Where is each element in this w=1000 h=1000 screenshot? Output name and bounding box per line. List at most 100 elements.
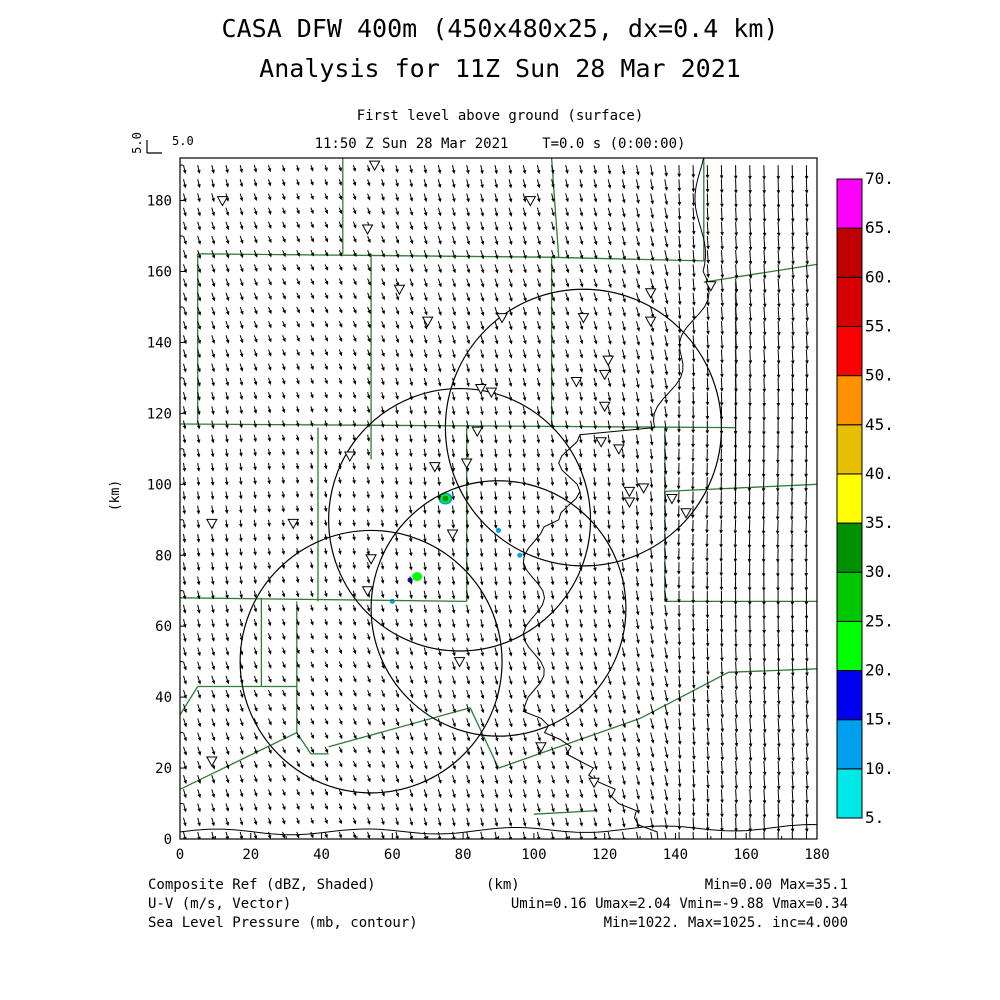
wind-vector bbox=[352, 604, 357, 612]
wind-vector bbox=[196, 576, 201, 586]
wind-vector bbox=[550, 562, 555, 572]
wind-vector bbox=[452, 363, 456, 373]
wind-vector bbox=[705, 519, 709, 534]
wind-vector bbox=[762, 165, 766, 180]
echo-core bbox=[389, 598, 395, 604]
wind-vector bbox=[239, 292, 244, 301]
wind-vector bbox=[494, 321, 499, 331]
wind-vector bbox=[381, 391, 385, 400]
wind-vector bbox=[607, 746, 612, 757]
wind-vector bbox=[324, 519, 328, 527]
wind-vector bbox=[650, 363, 654, 375]
wind-vector bbox=[508, 533, 512, 544]
wind-vector bbox=[465, 491, 470, 501]
wind-vector bbox=[423, 604, 427, 614]
wind-vector bbox=[267, 562, 271, 570]
wind-vector bbox=[551, 278, 555, 288]
wind-vector bbox=[225, 633, 229, 642]
wind-vector bbox=[225, 760, 230, 770]
wind-vector bbox=[338, 278, 343, 286]
wind-vector bbox=[437, 179, 442, 189]
wind-vector bbox=[296, 363, 300, 371]
wind-vector bbox=[296, 647, 300, 655]
wind-vector bbox=[268, 704, 272, 712]
wind-vector bbox=[437, 817, 442, 827]
wind-vector bbox=[536, 590, 541, 600]
wind-vector bbox=[282, 335, 286, 343]
station-marker-icon bbox=[524, 196, 537, 207]
wind-vector bbox=[310, 434, 314, 442]
wind-vector bbox=[761, 533, 766, 549]
wind-vector bbox=[225, 349, 230, 358]
wind-vector bbox=[367, 746, 371, 754]
wind-vector bbox=[366, 477, 370, 485]
wind-vector bbox=[225, 604, 229, 614]
wind-vector bbox=[636, 732, 641, 744]
wind-vector bbox=[395, 306, 400, 315]
wind-vector bbox=[296, 207, 300, 215]
wind-vector bbox=[268, 689, 272, 698]
wind-vector bbox=[791, 661, 795, 677]
wind-vector bbox=[395, 675, 400, 684]
wind-vector bbox=[309, 491, 314, 498]
wind-vector bbox=[409, 193, 414, 202]
station-marker-icon bbox=[577, 313, 590, 324]
wind-vector bbox=[522, 391, 527, 402]
wind-vector bbox=[423, 633, 428, 642]
wind-vector bbox=[791, 235, 795, 251]
wind-vector bbox=[649, 562, 654, 574]
wind-vector bbox=[366, 548, 370, 556]
wind-vector bbox=[635, 477, 640, 488]
wind-vector bbox=[579, 278, 584, 288]
wind-vector bbox=[437, 306, 442, 316]
wind-vector bbox=[790, 406, 795, 422]
wind-vector bbox=[733, 477, 738, 492]
wind-vector bbox=[408, 505, 413, 514]
wind-vector bbox=[565, 207, 569, 217]
wind-vector bbox=[494, 221, 499, 231]
wind-vector bbox=[324, 420, 328, 428]
wind-vector bbox=[296, 193, 300, 201]
wind-vector bbox=[762, 321, 767, 336]
wind-vector bbox=[352, 292, 357, 300]
wind-vector bbox=[310, 221, 314, 229]
wind-vector bbox=[579, 391, 583, 402]
wind-vector bbox=[776, 633, 781, 649]
wind-vector bbox=[621, 221, 626, 232]
wind-vector bbox=[409, 264, 414, 273]
wind-vector bbox=[466, 704, 471, 714]
wind-vector bbox=[367, 306, 371, 315]
wind-vector bbox=[395, 618, 399, 627]
wind-vector bbox=[522, 306, 527, 316]
wind-vector bbox=[650, 250, 655, 262]
wind-vector bbox=[747, 519, 752, 535]
wind-vector bbox=[268, 292, 272, 300]
wind-vector bbox=[522, 746, 527, 756]
echo-5 bbox=[389, 598, 395, 604]
wind-vector bbox=[804, 462, 808, 478]
wind-vector bbox=[211, 306, 216, 316]
wind-vector bbox=[352, 590, 356, 598]
wind-vector bbox=[310, 831, 314, 839]
wind-vector bbox=[224, 519, 229, 529]
wind-vector bbox=[579, 221, 584, 231]
wind-vector bbox=[409, 604, 413, 614]
wind-vector bbox=[423, 746, 428, 756]
wind-vector bbox=[210, 533, 215, 543]
wind-vector bbox=[282, 618, 286, 626]
wind-vector bbox=[423, 207, 428, 217]
wind-vector bbox=[239, 590, 243, 599]
wind-vector bbox=[281, 548, 285, 556]
wind-vector bbox=[423, 590, 427, 600]
wind-vector bbox=[452, 618, 456, 628]
wind-vector bbox=[282, 377, 286, 385]
wind-vector bbox=[621, 179, 626, 190]
wind-vector bbox=[636, 193, 640, 204]
wind-vector bbox=[664, 689, 669, 702]
wind-vector bbox=[367, 803, 371, 811]
wind-vector bbox=[282, 391, 286, 399]
wind-vector bbox=[664, 633, 669, 646]
wind-vector bbox=[225, 235, 230, 245]
wind-vector bbox=[621, 321, 626, 332]
wind-vector bbox=[338, 391, 342, 399]
